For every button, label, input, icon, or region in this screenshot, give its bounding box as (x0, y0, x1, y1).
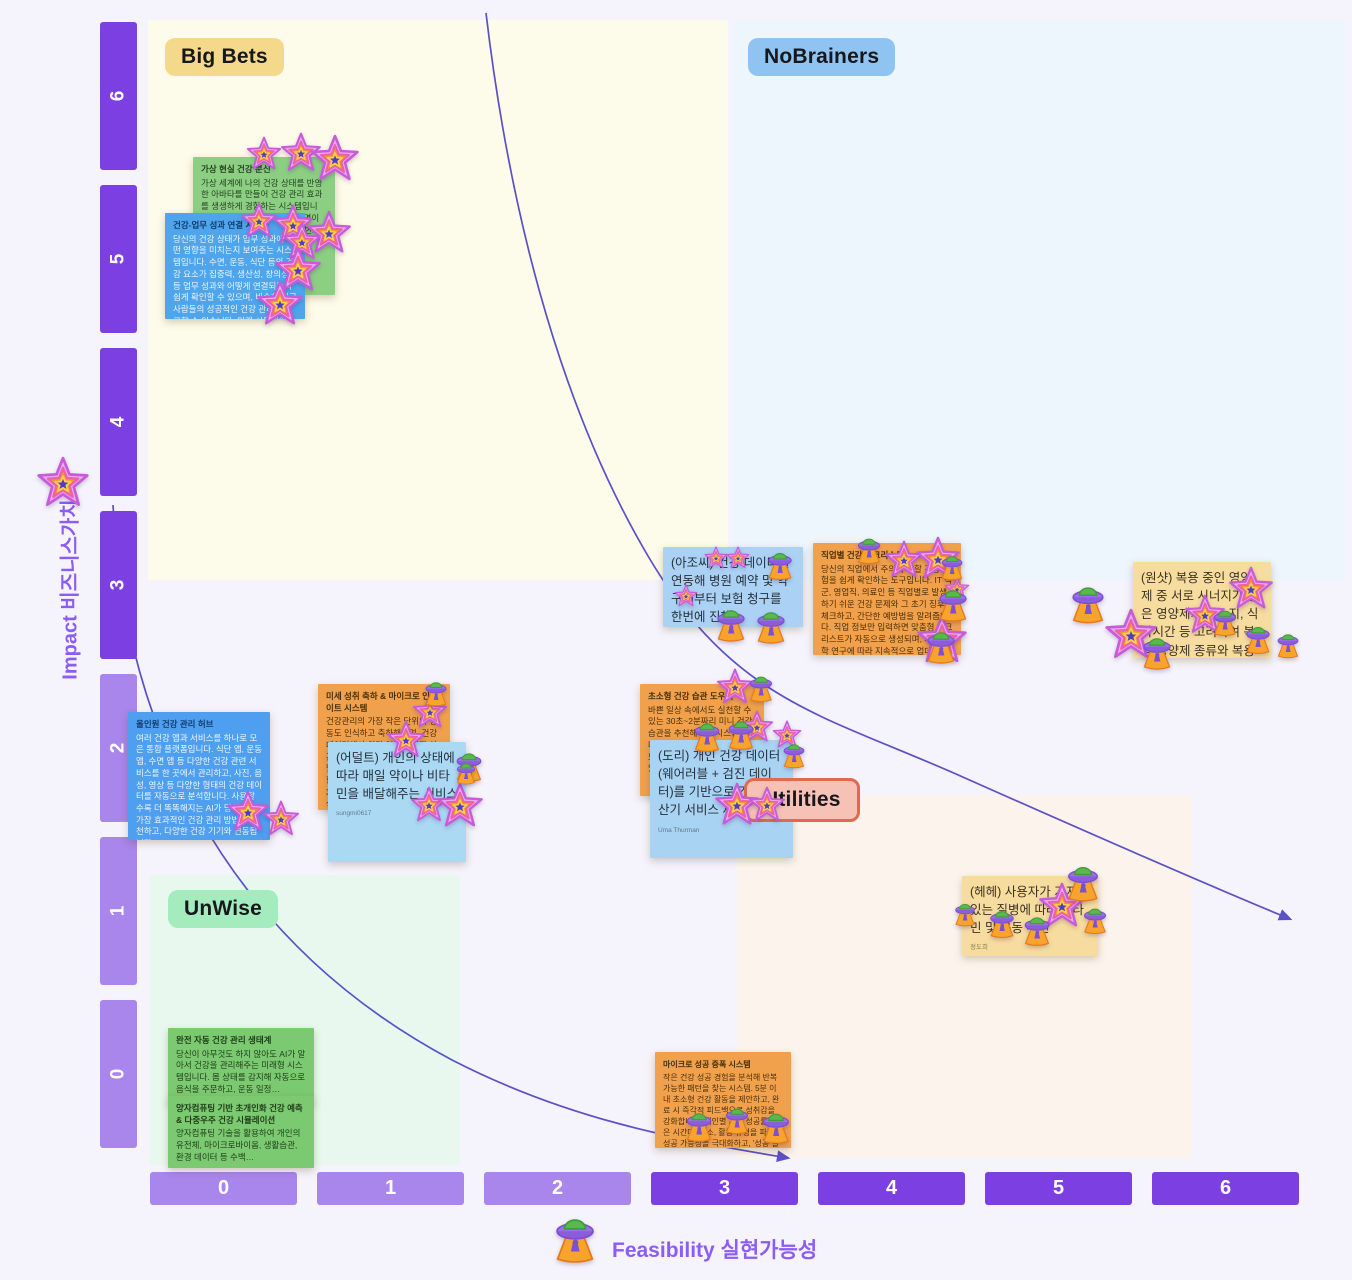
star-sticker[interactable] (36, 456, 90, 510)
star-sticker[interactable] (674, 584, 698, 608)
star-sticker[interactable] (436, 782, 484, 830)
badge-nobrainers[interactable]: NoBrainers (748, 38, 896, 76)
ufo-sticker[interactable] (452, 758, 480, 786)
badge-unwise[interactable]: UnWise (168, 890, 279, 928)
ufo-sticker[interactable] (852, 532, 886, 566)
ufo-sticker[interactable] (778, 738, 810, 770)
sticky-title: 미세 성취 축하 & 마이크로 인사이트 시스템 (326, 691, 438, 713)
ufo-sticker[interactable] (920, 624, 962, 666)
y-tick-0: 0 (100, 1000, 137, 1148)
ufo-sticker[interactable] (688, 716, 726, 754)
ufo-sticker[interactable] (744, 670, 778, 704)
y-tick-3: 3 (100, 511, 137, 659)
sticky-title: 올인원 건강 관리 허브 (136, 719, 214, 729)
sticky-body: 양자컴퓨팅 기술을 활용하여 개인의 유전체, 마이크로바이옴, 생활습관, 환… (176, 1128, 301, 1162)
ufo-sticker[interactable] (546, 1208, 604, 1266)
y-tick-1: 1 (100, 837, 137, 985)
star-sticker[interactable] (748, 786, 786, 824)
ufo-sticker[interactable] (1136, 630, 1178, 672)
sticky-body: (도리) 개인 건강 데이터 (웨어러블 + 검진 데이터)를 기반으로 건강 … (658, 749, 781, 818)
y-tick-5: 5 (100, 185, 137, 333)
star-sticker[interactable] (386, 720, 426, 760)
ufo-sticker[interactable] (420, 676, 452, 708)
x-tick-0: 0 (150, 1172, 297, 1205)
ufo-sticker[interactable] (1240, 620, 1276, 656)
ufo-sticker[interactable] (1018, 910, 1056, 948)
ufo-sticker[interactable] (722, 714, 760, 752)
ufo-sticker[interactable] (720, 1102, 754, 1136)
sticky-note-adult-vitamin-delivery[interactable]: (어덜트) 개인의 상태에 따라 매일 약이나 비타민을 배달해주는 서비스 s… (328, 742, 466, 862)
sticky-body: 당신의 직업에서 주의해야 할 건강 위험을 쉽게 확인하는 도구입니다. IT… (821, 563, 953, 655)
sticky-body: 여러 건강 앱과 서비스를 하나로 모은 통합 플랫폼입니다. 식단 앱, 운동… (136, 732, 263, 840)
ufo-sticker[interactable] (936, 550, 968, 582)
x-tick-6: 6 (1152, 1172, 1299, 1205)
sticky-note-quantum-health-simulation[interactable]: 양자컴퓨팅 기반 초개인화 건강 예측 & 다중우주 건강 시뮬레이션 양자컴퓨… (168, 1096, 314, 1168)
x-tick-3: 3 (651, 1172, 798, 1205)
ufo-sticker[interactable] (984, 904, 1020, 940)
sticky-title: 마이크로 성공 증폭 시스템 (663, 1060, 751, 1069)
frontier-curve-lower (112, 504, 791, 1163)
sticky-title: 초소형 건강 습관 도우미 (648, 691, 734, 701)
ufo-sticker[interactable] (932, 582, 974, 624)
quadrant-utilities (737, 795, 1192, 1158)
ufo-sticker[interactable] (1272, 628, 1304, 660)
ufo-sticker[interactable] (950, 898, 980, 928)
ufo-sticker[interactable] (1208, 604, 1242, 638)
sticky-author: sungmi0617 (336, 810, 372, 818)
y-tick-4: 4 (100, 348, 137, 496)
frontier-curve-upper (485, 12, 1293, 921)
ufo-sticker[interactable] (1078, 902, 1112, 936)
y-tick-6: 6 (100, 22, 137, 170)
sticky-note-auto-health-ecosystem[interactable]: 완전 자동 건강 관리 생태계 당신이 아무것도 하지 않아도 AI가 알아서 … (168, 1028, 314, 1104)
sticky-body: 당신이 아무것도 하지 않아도 AI가 알아서 건강을 관리해주는 미래형 시스… (176, 1048, 306, 1094)
sticky-body: 작은 건강 성공 경험을 분석해 반복 가능한 패턴을 찾는 시스템. 5분 이… (663, 1073, 782, 1148)
ufo-sticker[interactable] (1060, 858, 1106, 904)
sticky-title: 양자컴퓨팅 기반 초개인화 건강 예측 & 다중우주 건강 시뮬레이션 (176, 1103, 303, 1125)
ufo-sticker[interactable] (750, 604, 792, 646)
star-sticker[interactable] (704, 546, 728, 570)
star-sticker[interactable] (246, 136, 282, 172)
sticky-title: 완전 자동 건강 관리 생태계 (176, 1035, 272, 1045)
ufo-sticker[interactable] (680, 1106, 718, 1144)
badge-big-bets[interactable]: Big Bets (165, 38, 284, 76)
star-sticker[interactable] (726, 546, 750, 570)
x-tick-4: 4 (818, 1172, 965, 1205)
sticky-author: Uma Thurman (658, 826, 700, 834)
sticky-author: 정도희 (970, 944, 988, 952)
x-axis-label: Feasibility 실현가능성 (612, 1239, 818, 1262)
ufo-sticker[interactable] (762, 546, 798, 582)
sticky-body: 당신의 건강 상태가 업무 성과에 어떤 영향을 미치는지 보여주는 시스템입니… (173, 233, 297, 319)
star-sticker[interactable] (310, 134, 360, 184)
star-sticker[interactable] (262, 800, 300, 838)
sticky-body: (아조씨) 건강 데이터를 연동해 병원 예약 및 약 구매부터 보험 청구를 … (671, 556, 790, 625)
ufo-sticker[interactable] (1064, 578, 1112, 626)
star-sticker[interactable] (256, 280, 304, 328)
x-tick-2: 2 (484, 1172, 631, 1205)
x-tick-1: 1 (317, 1172, 464, 1205)
ufo-sticker[interactable] (756, 1106, 796, 1146)
sticky-note-micro-success-amplifier[interactable]: 마이크로 성공 증폭 시스템 작은 건강 성공 경험을 분석해 반복 가능한 패… (655, 1052, 791, 1148)
x-tick-5: 5 (985, 1172, 1132, 1205)
ufo-sticker[interactable] (710, 602, 752, 644)
sticky-title: 건강-업무 성과 연결 시스템 (173, 220, 269, 230)
sticky-title: 가상 현실 건강 분신 (201, 164, 271, 174)
quadrant-nobrainers (733, 20, 1345, 580)
